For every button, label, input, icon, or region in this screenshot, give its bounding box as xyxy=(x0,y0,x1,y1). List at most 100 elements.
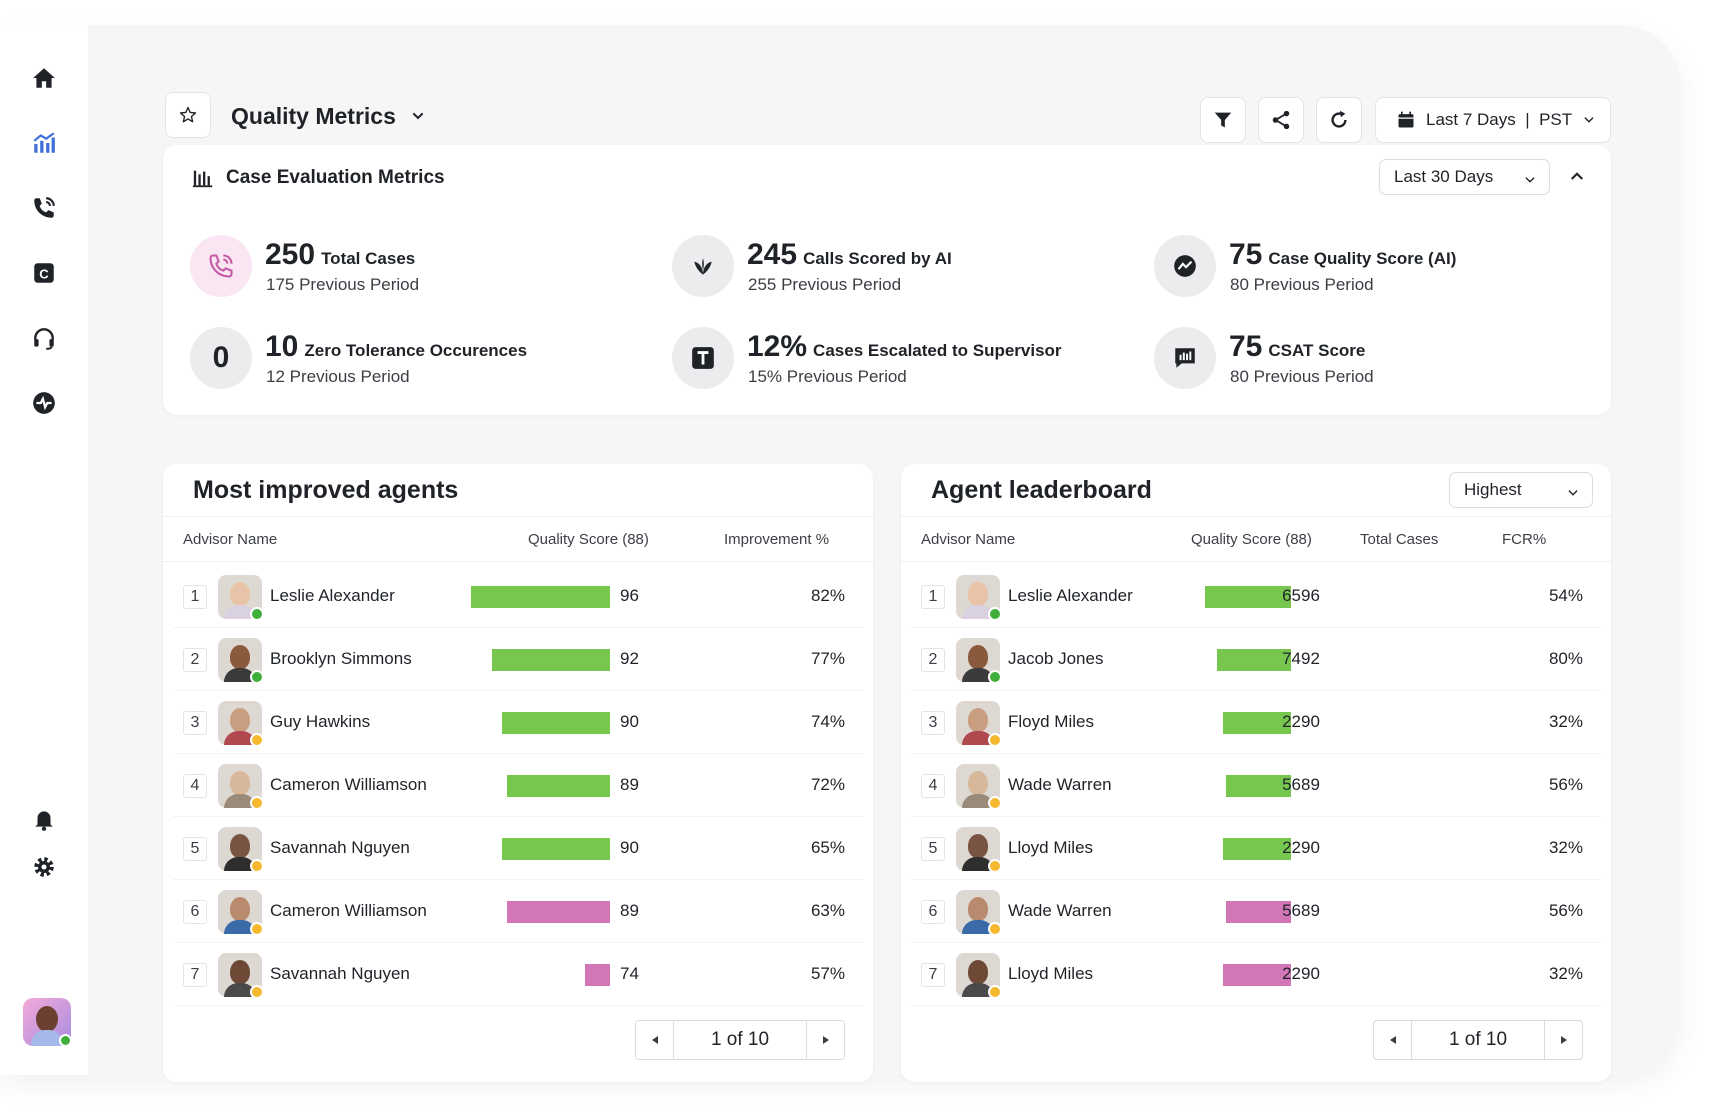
gear-icon[interactable] xyxy=(26,849,62,885)
agent-name[interactable]: Leslie Alexander xyxy=(270,586,395,605)
table-row[interactable]: 4 Wade Warren 89 56 56% xyxy=(901,754,1611,817)
pagination: 1 of 10 xyxy=(1373,1020,1583,1060)
fcr-value: 32% xyxy=(1548,712,1583,731)
quality-score-bar xyxy=(507,901,610,923)
rank-badge: 3 xyxy=(183,711,207,735)
favorite-star-button[interactable] xyxy=(165,92,211,138)
table-row[interactable]: 1 Leslie Alexander 96 82% xyxy=(163,565,873,628)
agent-avatar xyxy=(218,764,264,810)
agent-name[interactable]: Guy Hawkins xyxy=(270,712,371,731)
away-status-icon xyxy=(988,733,1002,747)
metric-value: 250 xyxy=(265,238,316,271)
svg-text:C: C xyxy=(39,266,49,281)
date-range-selector[interactable]: Last 7 Days | PST xyxy=(1375,97,1611,143)
filter-button[interactable] xyxy=(1200,97,1246,143)
analytics-icon[interactable] xyxy=(26,125,62,161)
agent-name[interactable]: Leslie Alexander xyxy=(1008,586,1133,605)
row-divider xyxy=(911,1005,1601,1006)
column-header-quality-score[interactable]: Quality Score (88) xyxy=(528,531,649,548)
column-header-advisor[interactable]: Advisor Name xyxy=(921,531,1016,548)
away-status-icon xyxy=(988,859,1002,873)
bell-icon[interactable] xyxy=(26,801,62,837)
quality-score-value: 90 xyxy=(1301,964,1320,983)
table-row[interactable]: 3 Floyd Miles 90 22 32% xyxy=(901,691,1611,754)
headset-icon[interactable] xyxy=(26,320,62,356)
metric-csat-score: 75 CSAT Score 80 Previous Period xyxy=(1154,322,1594,392)
sparkle-leaf-icon xyxy=(672,235,734,297)
total-cases-value: 65 xyxy=(1282,586,1301,605)
table-row[interactable]: 2 Brooklyn Simmons 92 77% xyxy=(163,628,873,691)
rank-badge: 5 xyxy=(921,837,945,861)
fcr-value: 56% xyxy=(1548,775,1583,794)
cases-icon[interactable]: C xyxy=(26,255,62,291)
column-header-total-cases[interactable]: Total Cases xyxy=(1360,531,1439,548)
agent-avatar xyxy=(218,827,264,873)
online-status-icon xyxy=(988,670,1002,684)
phone-call-icon[interactable] xyxy=(26,190,62,226)
away-status-icon xyxy=(250,796,264,810)
agent-name[interactable]: Brooklyn Simmons xyxy=(270,649,412,668)
agent-name[interactable]: Lloyd Miles xyxy=(1008,838,1094,857)
quality-score-value: 92 xyxy=(620,649,639,668)
agent-name[interactable]: Floyd Miles xyxy=(1008,712,1094,731)
improvement-value: 77% xyxy=(810,649,845,668)
table-row[interactable]: 7 Lloyd Miles 90 22 32% xyxy=(901,943,1611,1006)
column-header-improvement[interactable]: Improvement % xyxy=(724,531,830,548)
rank-badge: 4 xyxy=(183,774,207,798)
agent-name[interactable]: Jacob Jones xyxy=(1008,649,1104,668)
agent-avatar xyxy=(956,764,1002,810)
agent-name[interactable]: Cameron Williamson xyxy=(270,775,427,794)
prev-page-button[interactable] xyxy=(636,1021,673,1059)
activity-icon[interactable] xyxy=(26,385,62,421)
caret-right-icon xyxy=(822,1036,829,1044)
table-row[interactable]: 1 Leslie Alexander 96 65 54% xyxy=(901,565,1611,628)
agent-avatar xyxy=(956,701,1002,747)
fcr-value: 32% xyxy=(1548,838,1583,857)
agent-name[interactable]: Lloyd Miles xyxy=(1008,964,1094,983)
online-status-icon xyxy=(988,607,1002,621)
zero-icon: 0 xyxy=(190,327,252,389)
range-dropdown[interactable]: Last 30 Days xyxy=(1379,159,1550,195)
row-divider xyxy=(173,627,863,628)
table-row[interactable]: 4 Cameron Williamson 89 72% xyxy=(163,754,873,817)
agent-name[interactable]: Savannah Nguyen xyxy=(270,838,410,857)
fcr-value: 80% xyxy=(1548,649,1583,668)
agent-name[interactable]: Wade Warren xyxy=(1008,901,1112,920)
quality-score-bar xyxy=(1223,964,1291,986)
share-button[interactable] xyxy=(1258,97,1304,143)
table-row[interactable]: 6 Wade Warren 89 56 56% xyxy=(901,880,1611,943)
refresh-button[interactable] xyxy=(1316,97,1362,143)
title-chevron-down-icon[interactable] xyxy=(410,108,426,129)
rank-badge: 7 xyxy=(183,963,207,987)
agent-name[interactable]: Savannah Nguyen xyxy=(270,964,410,983)
column-header-quality-score[interactable]: Quality Score (88) xyxy=(1191,531,1312,548)
quality-score-value: 89 xyxy=(620,901,639,920)
agent-name[interactable]: Cameron Williamson xyxy=(270,901,427,920)
quality-score-value: 74 xyxy=(620,964,639,983)
agent-avatar xyxy=(956,575,1002,621)
table-row[interactable]: 5 Lloyd Miles 90 22 32% xyxy=(901,817,1611,880)
user-avatar[interactable] xyxy=(23,998,72,1047)
fcr-value: 54% xyxy=(1548,586,1583,605)
sort-dropdown[interactable]: Highest xyxy=(1449,472,1593,508)
home-icon[interactable] xyxy=(26,60,62,96)
table-row[interactable]: 2 Jacob Jones 92 74 80% xyxy=(901,628,1611,691)
agent-name[interactable]: Wade Warren xyxy=(1008,775,1112,794)
calendar-icon xyxy=(1398,111,1414,128)
table-row[interactable]: 3 Guy Hawkins 90 74% xyxy=(163,691,873,754)
metric-value: 245 xyxy=(747,238,798,271)
next-page-button[interactable] xyxy=(1545,1021,1582,1059)
column-header-fcr[interactable]: FCR% xyxy=(1502,531,1547,548)
table-row[interactable]: 7 Savannah Nguyen 74 57% xyxy=(163,943,873,1006)
column-header-advisor[interactable]: Advisor Name xyxy=(183,531,278,548)
away-status-icon xyxy=(250,985,264,999)
next-page-button[interactable] xyxy=(807,1021,844,1059)
table-row[interactable]: 5 Savannah Nguyen 90 65% xyxy=(163,817,873,880)
agent-leaderboard-card: Agent leaderboard Highest Advisor Name Q… xyxy=(901,464,1611,1082)
rank-badge: 2 xyxy=(921,648,945,672)
sort-label: Highest xyxy=(1464,480,1522,499)
table-row[interactable]: 6 Cameron Williamson 89 63% xyxy=(163,880,873,943)
prev-page-button[interactable] xyxy=(1374,1021,1411,1059)
away-status-icon xyxy=(988,922,1002,936)
collapse-button[interactable] xyxy=(1568,167,1586,190)
